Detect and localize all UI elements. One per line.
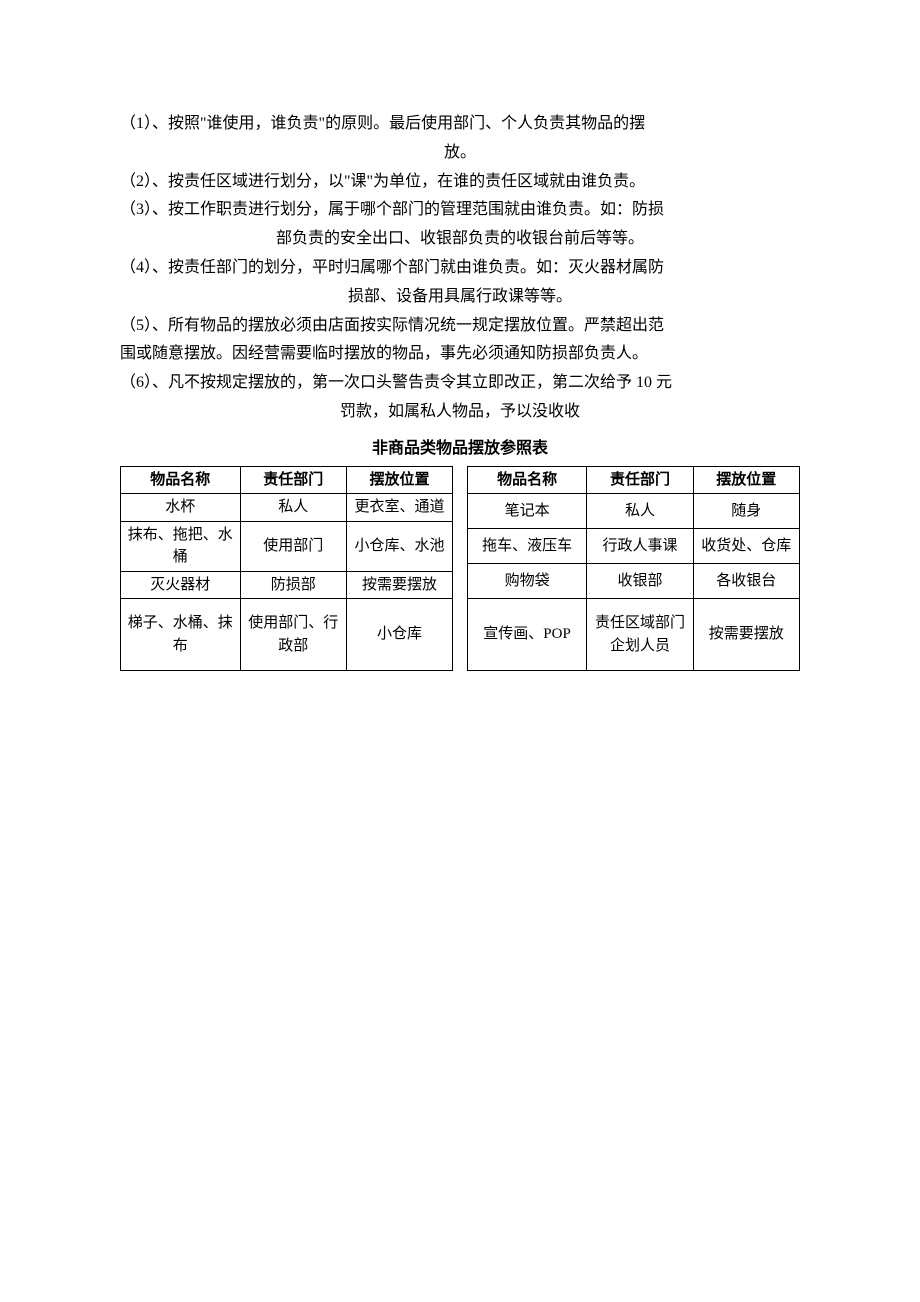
table-title: 非商品类物品摆放参照表 [120,435,800,464]
cell-name: 笔记本 [467,494,587,529]
cell-dept: 责任区域部门 企划人员 [587,599,693,671]
cell-dept: 收银部 [587,564,693,599]
left-table: 物品名称 责任部门 摆放位置 水杯 私人 更衣室、通道 抹布、拖把、水桶 使用部… [120,466,453,672]
cell-name: 拖车、液压车 [467,529,587,564]
table-row: 拖车、液压车 行政人事课 收货处、仓库 [467,529,799,564]
header-dept: 责任部门 [587,466,693,494]
header-dept: 责任部门 [240,466,346,494]
rule-5-line1: （5）、所有物品的摆放必须由店面按实际情况统一规定摆放位置。严禁超出范 [120,312,800,341]
cell-dept: 使用部门、行政部 [240,599,346,671]
rule-1-line1: （1）、按照"谁使用，谁负责"的原则。最后使用部门、个人负责其物品的摆 [120,110,800,139]
cell-pos: 小仓库 [346,599,452,671]
table-row: 宣传画、POP 责任区域部门 企划人员 按需要摆放 [467,599,799,671]
table-header-row: 物品名称 责任部门 摆放位置 [121,466,453,494]
cell-name: 购物袋 [467,564,587,599]
cell-name: 水杯 [121,494,241,522]
rule-5-line2: 围或随意摆放。因经营需要临时摆放的物品，事先必须通知防损部负责人。 [120,340,800,369]
rule-4-line2: 损部、设备用具属行政课等等。 [120,283,800,312]
reference-table-container: 物品名称 责任部门 摆放位置 水杯 私人 更衣室、通道 抹布、拖把、水桶 使用部… [120,466,800,672]
cell-name: 灭火器材 [121,571,241,599]
cell-name: 宣传画、POP [467,599,587,671]
table-row: 灭火器材 防损部 按需要摆放 [121,571,453,599]
table-row: 梯子、水桶、抹布 使用部门、行政部 小仓库 [121,599,453,671]
right-table: 物品名称 责任部门 摆放位置 笔记本 私人 随身 拖车、液压车 行政人事课 收货… [467,466,800,672]
header-name: 物品名称 [467,466,587,494]
table-row: 购物袋 收银部 各收银台 [467,564,799,599]
cell-pos: 各收银台 [693,564,799,599]
table-spacer [453,466,467,672]
cell-pos: 更衣室、通道 [346,494,452,522]
rule-4-line1: （4）、按责任部门的划分，平时归属哪个部门就由谁负责。如：灭火器材属防 [120,254,800,283]
rule-2: （2）、按责任区域进行划分，以"课"为单位，在谁的责任区域就由谁负责。 [120,168,800,197]
header-name: 物品名称 [121,466,241,494]
cell-pos: 收货处、仓库 [693,529,799,564]
cell-pos: 按需要摆放 [346,571,452,599]
rule-3-line2: 部负责的安全出口、收银部负责的收银台前后等等。 [120,225,800,254]
rule-6-line2: 罚款，如属私人物品，予以没收收 [120,398,800,427]
rule-3-line1: （3）、按工作职责进行划分，属于哪个部门的管理范围就由谁负责。如：防损 [120,196,800,225]
rule-6-line1: （6）、凡不按规定摆放的，第一次口头警告责令其立即改正，第二次给予 10 元 [120,369,800,398]
rules-section: （1）、按照"谁使用，谁负责"的原则。最后使用部门、个人负责其物品的摆 放。 （… [120,110,800,427]
cell-dept: 私人 [587,494,693,529]
table-row: 抹布、拖把、水桶 使用部门 小仓库、水池 [121,521,453,571]
header-pos: 摆放位置 [346,466,452,494]
cell-pos: 按需要摆放 [693,599,799,671]
header-pos: 摆放位置 [693,466,799,494]
cell-dept: 行政人事课 [587,529,693,564]
cell-dept: 使用部门 [240,521,346,571]
table-row: 水杯 私人 更衣室、通道 [121,494,453,522]
rule-1-line2: 放。 [120,139,800,168]
cell-pos: 小仓库、水池 [346,521,452,571]
table-header-row: 物品名称 责任部门 摆放位置 [467,466,799,494]
cell-dept: 防损部 [240,571,346,599]
cell-pos: 随身 [693,494,799,529]
cell-name: 梯子、水桶、抹布 [121,599,241,671]
table-row: 笔记本 私人 随身 [467,494,799,529]
cell-dept: 私人 [240,494,346,522]
cell-name: 抹布、拖把、水桶 [121,521,241,571]
